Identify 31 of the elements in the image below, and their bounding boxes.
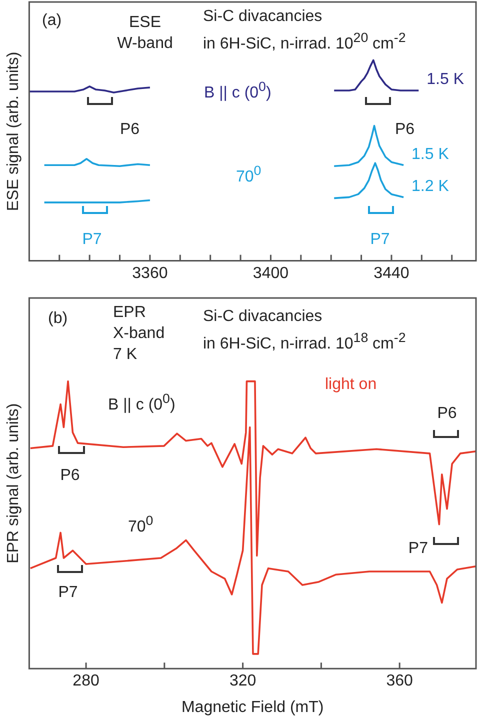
x-tick-label: 3360 — [132, 264, 168, 282]
y-axis-title: EPR signal (arb. units) — [5, 403, 22, 564]
annotation: 70$^{0}$ — [236, 162, 262, 188]
x-tick-label: 320 — [229, 672, 256, 690]
y-axis-title: ESE signal (arb. units) — [5, 52, 22, 211]
annotation: light on — [325, 375, 377, 395]
text: (a) — [42, 11, 62, 31]
x-tick-label: 3440 — [374, 264, 410, 282]
text: Si-C divacancies in 6H-SiC, n-irrad. 10$^{18}$ cm$^{-2}$ — [203, 307, 406, 354]
annotation: P7 — [58, 583, 78, 603]
annotation: B || c (0$^{0}$) — [108, 390, 176, 416]
series-label: 1.5 K — [426, 71, 464, 90]
annotation: P7 — [370, 230, 390, 250]
series-label: 1.2 K — [412, 178, 449, 196]
x-axis-title: Magnetic Field (mT) — [181, 698, 324, 716]
annotation: B || c (0$^{0}$) — [204, 78, 272, 104]
x-tick-label: 280 — [72, 672, 100, 690]
x-tick-label: 3400 — [252, 264, 289, 282]
annotation: P6 — [395, 120, 415, 140]
annotation: 70$^{0}$ — [128, 512, 154, 538]
text: ESE W-band — [117, 13, 173, 54]
text: EPR X-band 7 K — [113, 303, 165, 365]
text: (b) — [48, 309, 68, 329]
annotation: P6 — [120, 120, 140, 140]
series-label: 1.5 K — [412, 146, 449, 164]
annotation: P6 — [60, 466, 80, 486]
annotation: P6 — [437, 404, 457, 424]
x-tick-label: 360 — [386, 672, 414, 690]
annotation: P7 — [408, 539, 428, 559]
text: Si-C divacancies in 6H-SiC, n-irrad. 10$^{20}$ cm$^{-2}$ — [203, 7, 406, 54]
annotation: P7 — [82, 230, 102, 250]
